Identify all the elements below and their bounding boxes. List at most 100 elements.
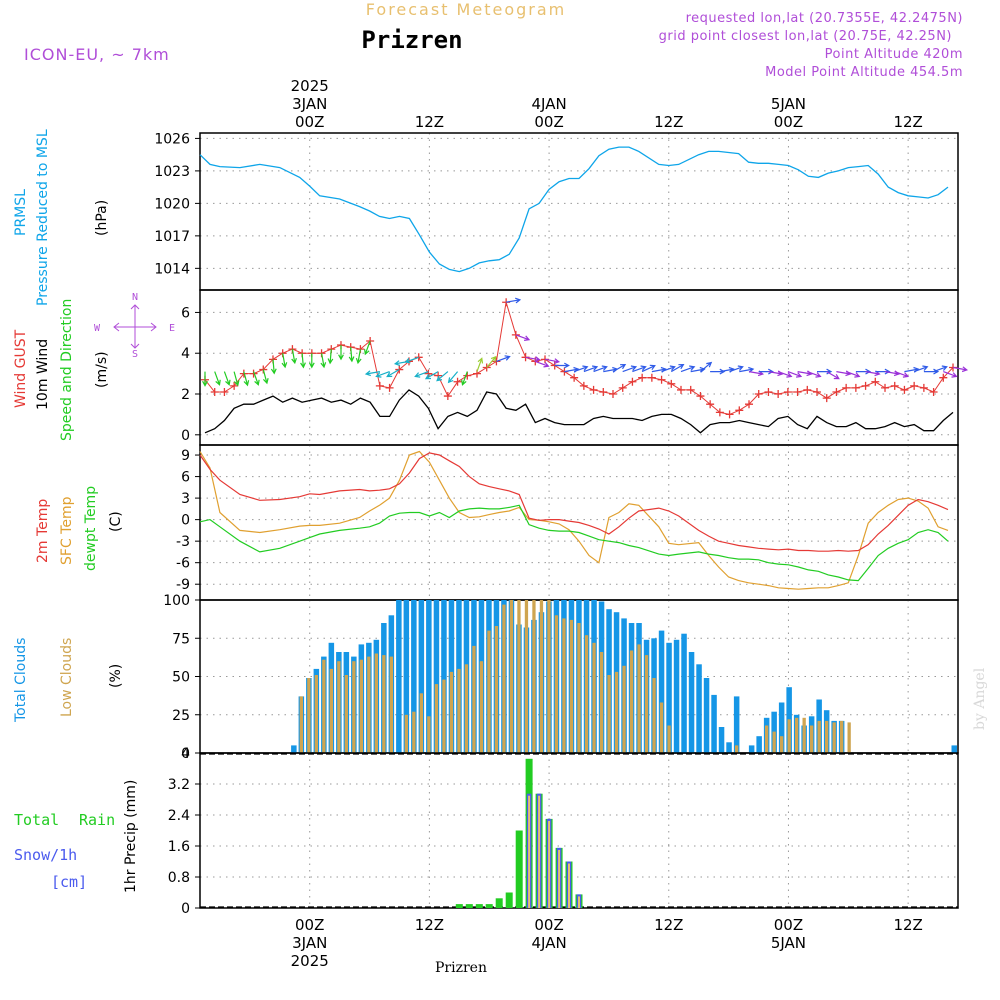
wind-direction-arrow: [544, 358, 561, 364]
low-cloud-bar: [802, 717, 806, 753]
wind-direction-arrow: [525, 356, 541, 362]
low-cloud-bar: [539, 600, 544, 753]
low-cloud-bar: [592, 642, 596, 753]
wind-direction-arrow: [461, 371, 468, 386]
low-cloud-bar: [359, 659, 363, 753]
legend-rain: Rain: [79, 811, 115, 829]
footer-location: Prizren: [435, 960, 487, 976]
total-cloud-bar: [778, 702, 785, 753]
wind10m-label: 10m Wind: [35, 339, 51, 410]
gust-marker: [599, 387, 608, 396]
ytick-label: 6: [181, 470, 190, 486]
gust-marker: [628, 377, 637, 386]
wind-direction-arrow: [913, 365, 929, 373]
total-cloud-bar: [441, 600, 447, 753]
wind-direction-arrow: [348, 347, 355, 363]
gust-marker: [609, 390, 618, 399]
gust-marker: [861, 381, 870, 390]
gust-marker: [939, 373, 948, 382]
time-label: 3JAN: [292, 95, 327, 113]
wind-direction-arrow: [554, 362, 570, 369]
low-cloud-bar: [562, 618, 566, 753]
low-clouds-label: Low Clouds: [59, 638, 75, 717]
wind-panel: 0 2 4 6: [181, 289, 969, 446]
time-label: 12Z: [415, 113, 444, 131]
rain-bar: [495, 898, 503, 908]
gust-marker: [842, 383, 851, 392]
time-label: 12Z: [415, 916, 444, 934]
gust-marker: [686, 385, 695, 394]
gust-marker: [511, 330, 520, 339]
total-cloud-bar: [726, 742, 732, 753]
low-cloud-bar: [832, 722, 836, 753]
wind-direction-arrow: [787, 371, 803, 378]
rain-bar: [475, 904, 483, 908]
ytick-label: 3.2: [168, 777, 190, 793]
wind-direction-arrow: [836, 370, 852, 377]
low-cloud-bar: [374, 653, 378, 753]
wind-direction-arrow: [739, 366, 755, 373]
gust-marker: [910, 381, 919, 390]
gust-marker: [375, 381, 384, 390]
gust-marker: [919, 383, 928, 392]
wind-direction-arrow: [612, 363, 627, 373]
gust-marker: [871, 377, 880, 386]
wind-direction-arrow: [375, 371, 390, 378]
total-cloud-bar: [696, 664, 702, 753]
ytick-label: -6: [176, 556, 190, 572]
compass-w: W: [94, 323, 101, 334]
low-cloud-bar: [614, 671, 619, 753]
compass-e: E: [169, 323, 175, 334]
time-label: 12Z: [893, 113, 922, 131]
low-cloud-bar: [449, 671, 454, 753]
low-cloud-bar: [517, 600, 521, 753]
low-cloud-bar: [404, 714, 408, 754]
low-cloud-bar: [382, 655, 386, 753]
wind-direction-arrow: [364, 340, 371, 356]
sfc-temp-line: [199, 450, 949, 590]
wind-direction-arrow: [447, 371, 459, 384]
ytick-label: 1026: [154, 131, 190, 147]
wind-direction-arrow: [355, 348, 362, 365]
wind-direction-arrow: [817, 368, 833, 375]
gust-marker: [589, 385, 598, 394]
gust-marker: [414, 353, 423, 362]
wind-direction-arrow: [424, 371, 439, 380]
ytick-label: 4: [181, 746, 190, 762]
gust-marker: [929, 387, 938, 396]
gust-marker: [249, 369, 258, 378]
gust-label: Wind GUST: [13, 329, 29, 408]
ytick-label: 2.4: [168, 808, 190, 824]
time-label: 00Z: [534, 113, 563, 131]
wind-direction-arrow: [583, 365, 599, 373]
gust-marker: [230, 381, 239, 390]
wind-direction-arrow: [486, 355, 497, 368]
time-label: 2025: [291, 952, 329, 970]
total-cloud-bar: [951, 745, 957, 753]
panel-frame: [199, 132, 959, 291]
time-label: 2025: [291, 77, 329, 95]
ytick-label: 2: [181, 387, 190, 403]
wind-direction-arrow: [632, 365, 647, 373]
wind-direction-arrow: [308, 353, 315, 369]
ytick-label: 1023: [154, 164, 190, 180]
low-cloud-bar: [299, 696, 303, 753]
gust-marker: [638, 373, 647, 382]
wind-direction-arrow: [593, 365, 608, 373]
total-cloud-bar: [681, 633, 687, 753]
ytick-label: 1.6: [168, 839, 190, 855]
snow-bar-core: [568, 863, 570, 908]
snow-bar-core: [538, 795, 541, 908]
wind-direction-arrow: [923, 368, 940, 375]
low-cloud-bar: [787, 719, 791, 753]
wind-direction-arrow: [414, 371, 429, 378]
total-cloud-bar: [426, 600, 432, 753]
prmsl-label: PRMSL: [13, 189, 29, 236]
gust-marker: [210, 387, 219, 396]
gust-marker: [424, 369, 433, 378]
wind-direction-arrow: [894, 371, 910, 378]
wind-direction-arrow: [364, 370, 381, 377]
gust-marker: [735, 406, 744, 415]
